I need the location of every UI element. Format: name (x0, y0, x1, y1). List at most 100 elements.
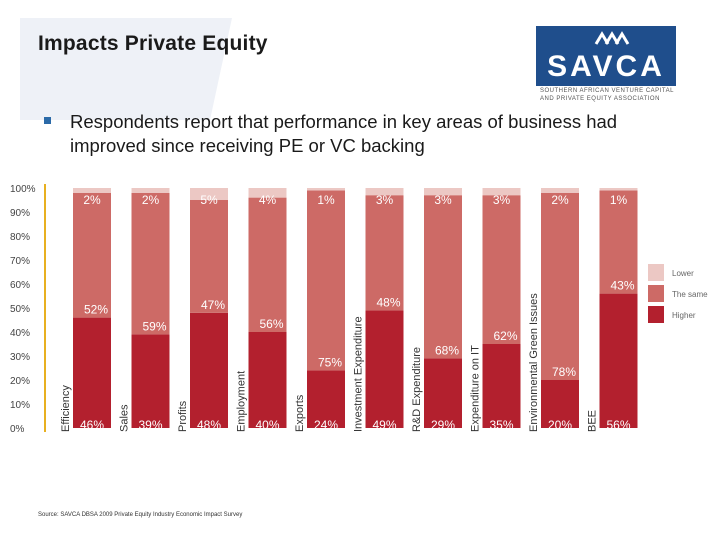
category-label: R&D Expenditure (411, 347, 423, 432)
bar-segment-higher (248, 332, 287, 428)
bar-segment-higher (599, 293, 638, 428)
bar-segment-lower (131, 188, 170, 193)
page-title: Impacts Private Equity (38, 32, 268, 55)
bar-segment-lower (307, 188, 345, 191)
bar-segment-the-same (307, 190, 345, 371)
bar-segment-higher (482, 344, 521, 428)
axis-accent-bar (44, 184, 46, 432)
bar-segment-the-same (599, 190, 638, 294)
data-label-same: 68% (435, 343, 459, 357)
bar-segment-lower (190, 188, 228, 200)
data-label-higher: 29% (431, 418, 455, 432)
data-label-higher: 46% (80, 418, 104, 432)
data-label-lower: 3% (434, 193, 452, 207)
bar-segment-higher (541, 380, 579, 428)
y-tick-label: 80% (10, 232, 30, 243)
y-tick-label: 10% (10, 400, 30, 411)
data-label-higher: 56% (606, 418, 630, 432)
bar-segment-lower (482, 188, 521, 196)
data-label-same: 48% (376, 295, 400, 309)
data-label-lower: 1% (610, 193, 628, 207)
category-label: Investment Expenditure (353, 316, 365, 432)
data-label-same: 78% (552, 365, 576, 379)
category-label: BEE (587, 410, 599, 432)
logo-badge: SAVCA (536, 26, 676, 86)
category-label: Environmental Green Issues (528, 293, 540, 432)
savca-logo: SAVCA SOUTHERN AFRICAN VENTURE CAPITAL A… (536, 26, 676, 102)
data-label-lower: 5% (200, 193, 218, 207)
y-tick-label: 70% (10, 256, 30, 267)
data-label-same: 47% (201, 298, 225, 312)
bar-segment-the-same (73, 192, 111, 318)
data-label-higher: 35% (489, 418, 513, 432)
bar-segment-lower (365, 188, 404, 196)
data-label-higher: 39% (138, 418, 162, 432)
bar-segment-the-same (131, 192, 170, 335)
data-label-higher: 49% (372, 418, 396, 432)
data-label-lower: 3% (493, 193, 511, 207)
bar-segment-lower (248, 188, 287, 198)
data-label-lower: 2% (551, 193, 569, 207)
data-label-higher: 20% (548, 418, 572, 432)
logo-tagline-2: AND PRIVATE EQUITY ASSOCIATION (540, 96, 660, 102)
bar-segment-the-same (190, 200, 228, 313)
bar-segment-higher (365, 310, 404, 428)
y-tick-label: 30% (10, 352, 30, 363)
logo-chevron-icon (594, 31, 630, 45)
category-label: Expenditure on IT (470, 345, 482, 432)
bullet-square-icon (44, 117, 51, 124)
background-accent (20, 18, 232, 120)
data-label-higher: 24% (314, 418, 338, 432)
data-label-lower: 2% (83, 193, 101, 207)
y-tick-label: 50% (10, 304, 30, 315)
data-label-same: 52% (84, 303, 108, 317)
category-label: Employment (236, 371, 248, 432)
legend-label: Higher (672, 311, 696, 320)
y-tick-label: 90% (10, 208, 30, 219)
logo-tagline-1: SOUTHERN AFRICAN VENTURE CAPITAL (540, 88, 674, 94)
bar-segment-higher (190, 312, 228, 428)
data-label-lower: 1% (317, 193, 335, 207)
y-tick-label: 100% (10, 184, 36, 195)
data-label-same: 62% (493, 329, 517, 343)
y-tick-label: 40% (10, 328, 30, 339)
bar-segment-the-same (482, 195, 521, 344)
bar-segment-higher (307, 370, 345, 428)
bar-segment-the-same (365, 195, 404, 311)
bar-segment-the-same (424, 195, 462, 359)
data-label-lower: 2% (142, 193, 160, 207)
bar-segment-lower (424, 188, 462, 196)
legend-swatch (648, 306, 664, 323)
bar-segment-higher (131, 334, 170, 428)
legend-swatch (648, 264, 664, 281)
logo-wordmark: SAVCA (547, 50, 665, 83)
bar-segment-lower (541, 188, 579, 193)
data-label-higher: 48% (197, 418, 221, 432)
legend-label: The same (672, 290, 708, 299)
data-label-same: 75% (318, 355, 342, 369)
bar-segment-lower (599, 188, 638, 191)
y-tick-label: 0% (10, 424, 25, 435)
y-tick-label: 20% (10, 376, 30, 387)
category-label: Sales (119, 404, 131, 432)
data-label-same: 43% (610, 279, 634, 293)
category-label: Profits (177, 400, 189, 432)
data-label-lower: 4% (259, 193, 277, 207)
data-label-higher: 40% (255, 418, 279, 432)
bar-segment-the-same (248, 197, 287, 332)
category-label: Efficiency (60, 385, 72, 432)
source-note: Source: SAVCA DBSA 2009 Private Equity I… (38, 512, 243, 518)
bar-segment-lower (73, 188, 111, 193)
bar-segment-the-same (541, 192, 579, 380)
legend-label: Lower (672, 269, 694, 278)
bar-segment-higher (424, 358, 462, 428)
bar-segment-higher (73, 317, 111, 428)
y-tick-label: 60% (10, 280, 30, 291)
data-label-same: 59% (142, 319, 166, 333)
data-label-same: 56% (259, 317, 283, 331)
data-label-lower: 3% (376, 193, 394, 207)
legend-swatch (648, 285, 664, 302)
category-label: Exports (294, 394, 306, 432)
bullet-text: Respondents report that performance in k… (70, 111, 618, 156)
